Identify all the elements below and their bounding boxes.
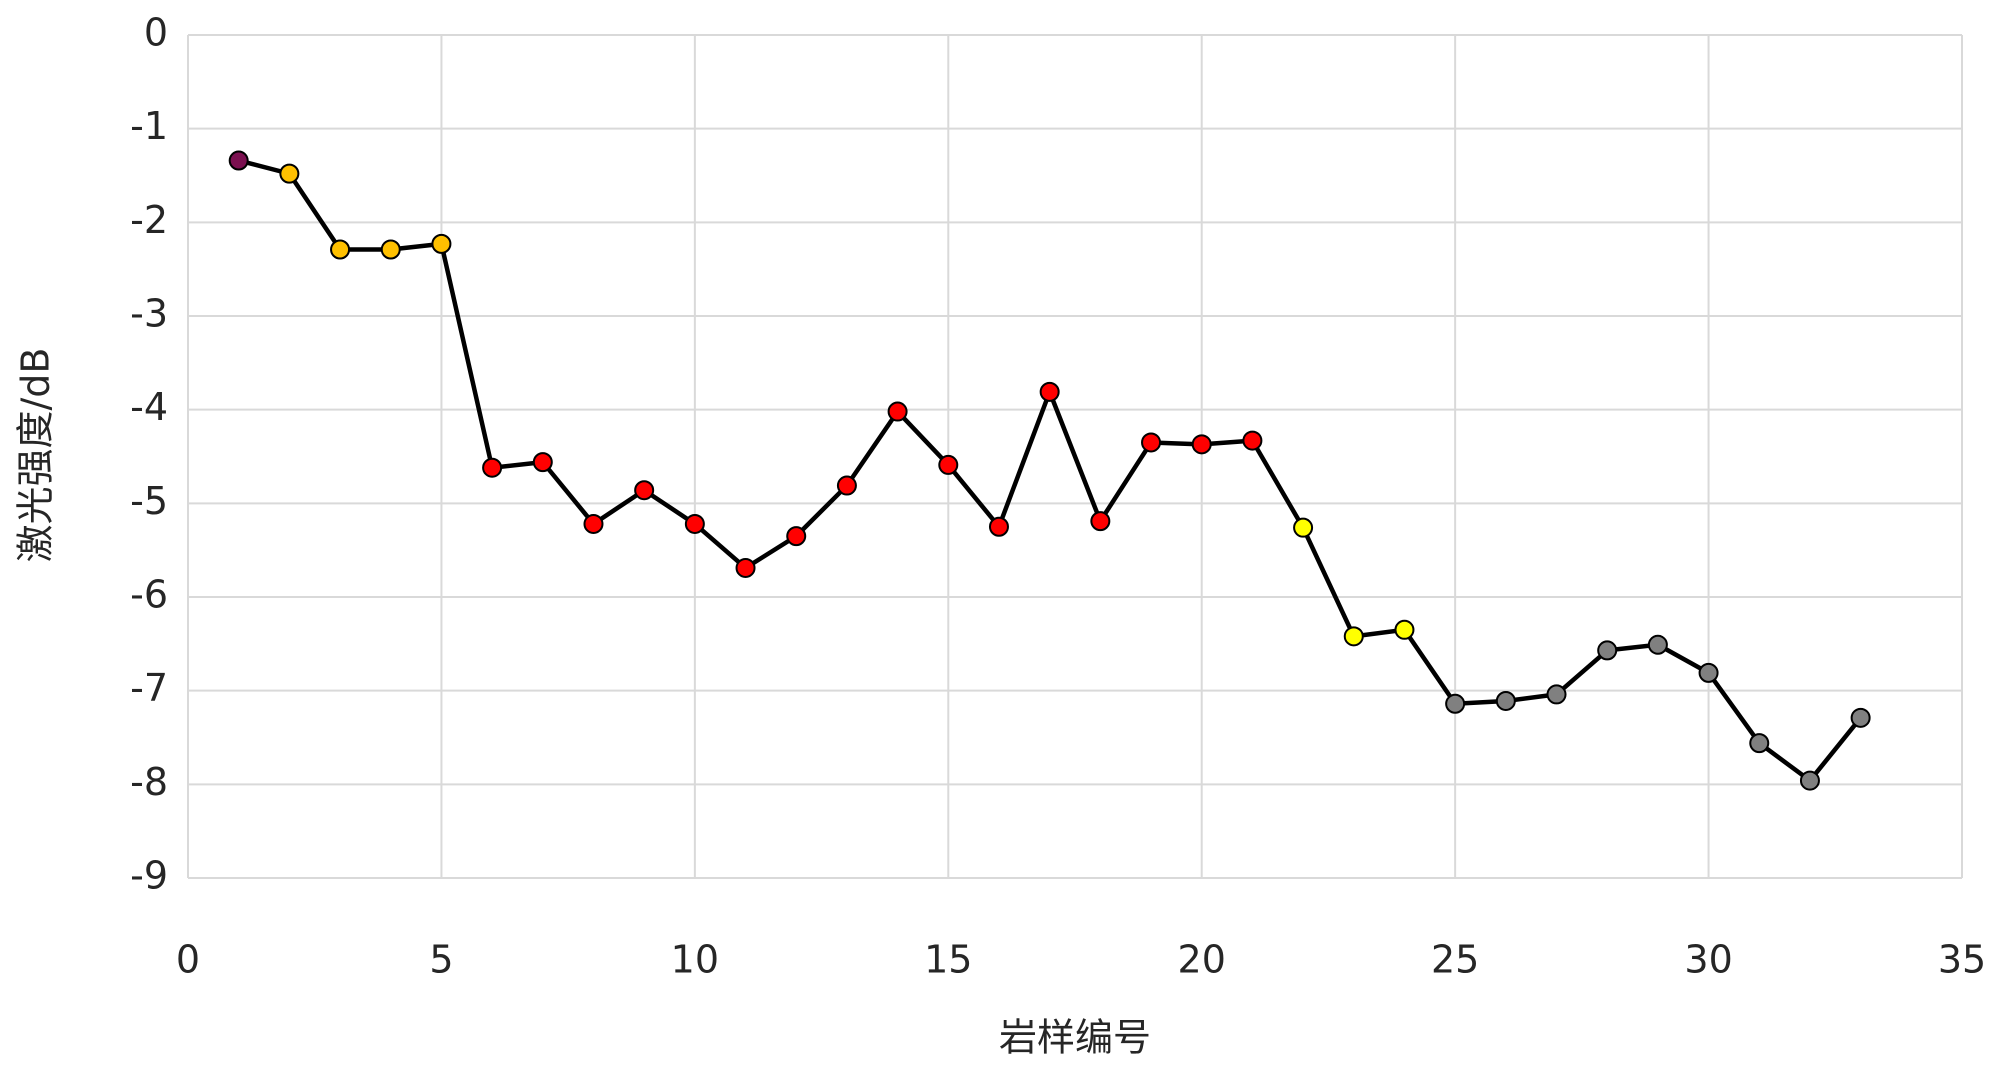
data-point (1242, 430, 1263, 451)
data-point (786, 526, 807, 547)
data-point (1799, 770, 1820, 791)
data-point (1850, 707, 1871, 728)
data-point (634, 480, 655, 501)
data-point (1343, 626, 1364, 647)
y-tick-label: -2 (130, 198, 168, 242)
data-point (1141, 432, 1162, 453)
data-point (1191, 434, 1212, 455)
data-point (1597, 640, 1618, 661)
x-tick-label: 30 (1684, 938, 1732, 982)
x-tick-label: 10 (671, 938, 719, 982)
data-point (1495, 690, 1516, 711)
data-point (279, 163, 300, 184)
data-point (684, 513, 705, 534)
x-axis-title: 岩样编号 (999, 1016, 1151, 1060)
y-tick-label: -6 (130, 573, 168, 617)
data-point (1445, 693, 1466, 714)
data-point (887, 401, 908, 422)
data-point (228, 150, 249, 171)
x-tick-label: 25 (1431, 938, 1479, 982)
data-point (1394, 619, 1415, 640)
data-point (532, 452, 553, 473)
y-tick-label: -8 (130, 760, 168, 804)
y-axis-title: 激光强度/dB (14, 348, 58, 563)
data-point (380, 239, 401, 260)
y-tick-label: -1 (130, 104, 168, 148)
data-point (836, 475, 857, 496)
data-point (1546, 684, 1567, 705)
data-point (1293, 517, 1314, 538)
y-tick-label: -3 (130, 292, 168, 336)
data-point (938, 454, 959, 475)
x-tick-label: 0 (176, 938, 200, 982)
y-tick-label: -4 (130, 385, 168, 429)
data-line (238, 158, 1863, 783)
data-point (482, 457, 503, 478)
data-point (1647, 634, 1668, 655)
data-point (1090, 511, 1111, 532)
x-tick-label: 20 (1178, 938, 1226, 982)
y-tick-label: -9 (130, 854, 168, 898)
data-point (431, 233, 452, 254)
x-tick-label: 35 (1938, 938, 1986, 982)
data-point (1749, 733, 1770, 754)
data-point (1698, 662, 1719, 683)
y-tick-label: -5 (130, 479, 168, 523)
x-tick-label: 5 (429, 938, 453, 982)
data-point (583, 513, 604, 534)
x-tick-label: 15 (924, 938, 972, 982)
data-point (988, 516, 1009, 537)
data-point (735, 557, 756, 578)
y-tick-label: 0 (144, 11, 168, 55)
y-tick-label: -7 (130, 666, 168, 710)
data-point (1039, 381, 1060, 402)
data-point (330, 239, 351, 260)
